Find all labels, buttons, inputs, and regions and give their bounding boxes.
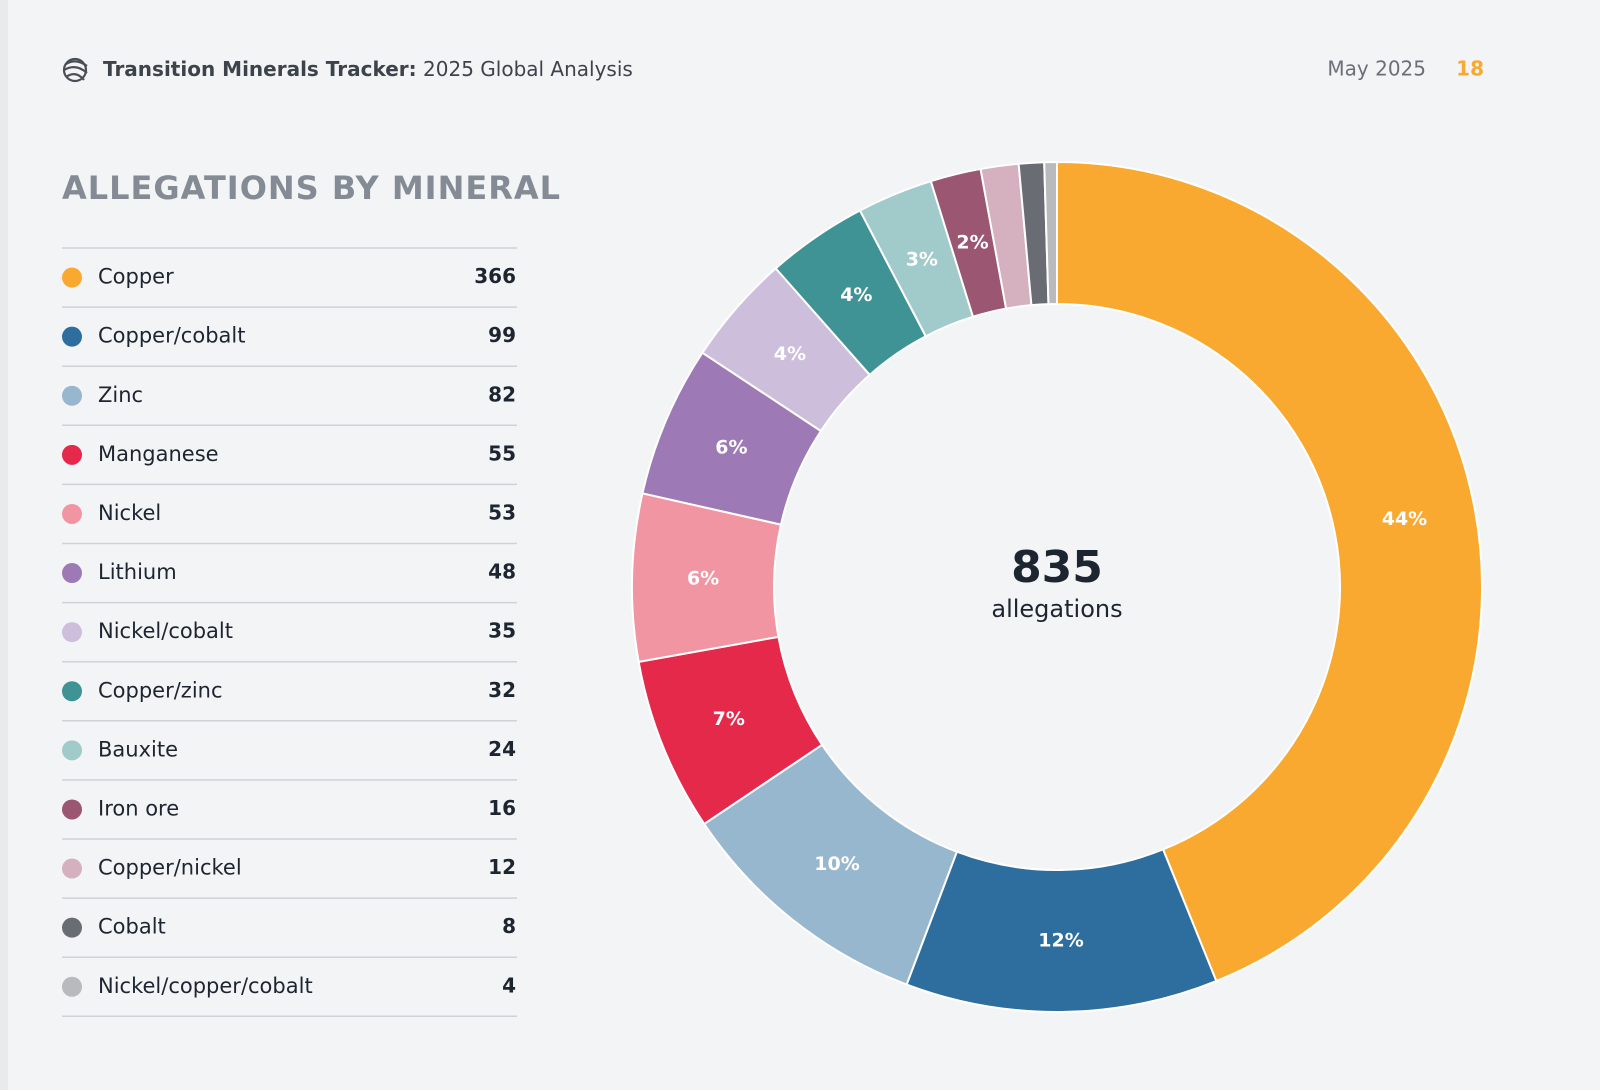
- legend-label: Bauxite: [98, 737, 178, 761]
- legend-label: Iron ore: [98, 796, 179, 820]
- segment-label: 4%: [774, 343, 806, 365]
- legend-swatch: [62, 444, 82, 465]
- segment-label: 6%: [715, 437, 747, 459]
- legend-swatch: [62, 799, 82, 820]
- legend-label: Copper/nickel: [98, 856, 242, 880]
- legend-label: Copper/zinc: [98, 678, 223, 702]
- legend-value: 55: [488, 441, 516, 465]
- header-title-bold: Transition Minerals Tracker:: [103, 57, 417, 81]
- legend-label: Copper/cobalt: [98, 324, 245, 348]
- legend-swatch: [62, 622, 82, 643]
- legend-value: 4: [502, 973, 516, 997]
- legend-value: 8: [502, 914, 516, 938]
- segment-label: 2%: [956, 232, 988, 254]
- segment-label: 3%: [906, 248, 938, 270]
- header-title: Transition Minerals Tracker: 2025 Global…: [103, 57, 633, 81]
- legend: Copper 366 Copper/cobalt 99 Zinc 82 Manganese 5…: [62, 247, 517, 1018]
- legend-label: Lithium: [98, 560, 177, 584]
- legend-label: Manganese: [98, 442, 219, 466]
- legend-label: Nickel/copper/cobalt: [98, 974, 313, 998]
- legend-value: 48: [488, 560, 516, 584]
- legend-label: Cobalt: [98, 915, 166, 939]
- donut-segment: [1043, 160, 1058, 306]
- legend-value: 53: [488, 500, 516, 524]
- edge-strip: [0, 0, 8, 1090]
- legend-swatch: [62, 267, 82, 288]
- segment-label: 4%: [840, 284, 872, 306]
- legend-label: Copper: [98, 265, 174, 289]
- segment-label: 44%: [1382, 508, 1427, 530]
- total-label: allegations: [991, 595, 1122, 623]
- page-number: 18: [1456, 57, 1484, 81]
- segment-label: 10%: [814, 853, 859, 875]
- legend-label: Zinc: [98, 383, 143, 407]
- legend-value: 82: [488, 382, 516, 406]
- legend-value: 32: [488, 678, 516, 702]
- header-title-rest: 2025 Global Analysis: [423, 57, 633, 81]
- legend-value: 24: [488, 737, 516, 761]
- legend-swatch: [62, 503, 82, 524]
- segment-label: 7%: [713, 708, 745, 730]
- legend-swatch: [62, 740, 82, 761]
- legend-swatch: [62, 976, 82, 997]
- legend-value: 35: [488, 619, 516, 643]
- legend-swatch: [62, 858, 82, 879]
- donut: 44% 12% 10% 7% 6% 6% 4% 4% 3% 2%: [631, 160, 1483, 1013]
- legend-label: Nickel/cobalt: [98, 619, 233, 643]
- legend-swatch: [62, 385, 82, 406]
- legend-swatch: [62, 326, 82, 347]
- segment-label: 12%: [1038, 929, 1083, 951]
- legend-value: 366: [474, 264, 516, 288]
- legend-value: 99: [488, 323, 516, 347]
- legend-swatch: [62, 917, 82, 938]
- legend-swatch: [62, 563, 82, 584]
- donut-segment: [1056, 160, 1483, 983]
- legend-label: Nickel: [98, 501, 161, 525]
- total: 835: [1011, 542, 1103, 593]
- logo: [62, 57, 88, 83]
- legend-value: 12: [488, 855, 516, 879]
- segment-label: 6%: [687, 567, 719, 589]
- header-date: May 2025: [1327, 57, 1426, 81]
- legend-swatch: [62, 681, 82, 702]
- legend-value: 16: [488, 796, 516, 820]
- chart-title: ALLEGATIONS BY MINERAL: [62, 169, 561, 207]
